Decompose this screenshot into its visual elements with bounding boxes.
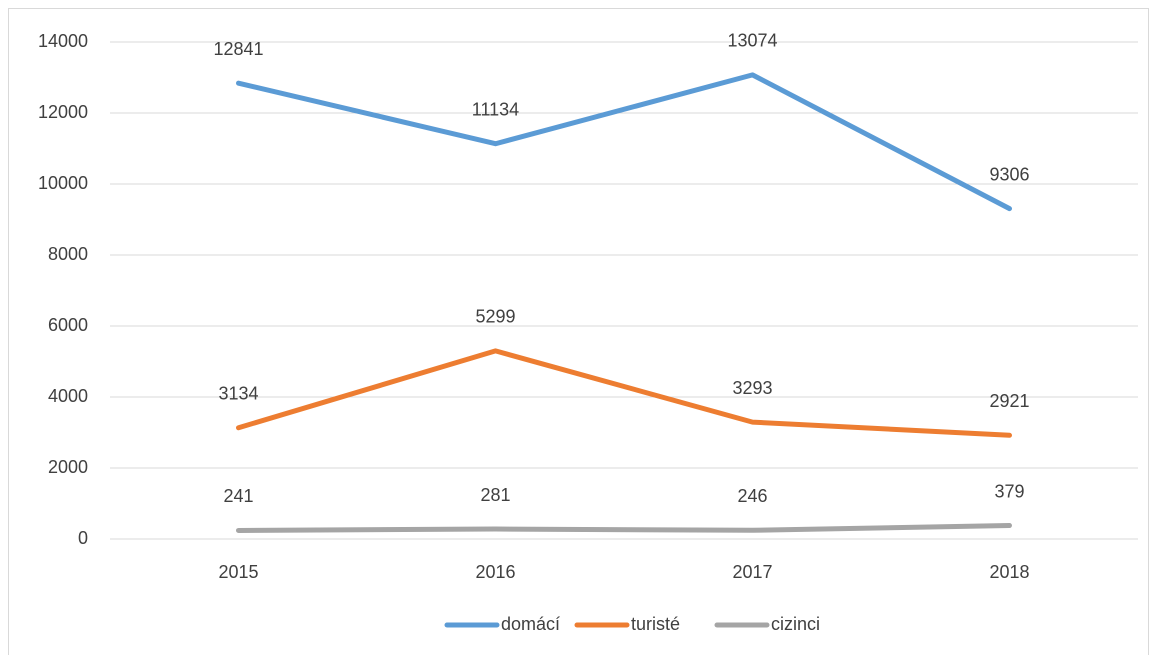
x-tick-label: 2016 xyxy=(475,562,515,582)
data-label: 13074 xyxy=(727,31,777,51)
x-tick-label: 2018 xyxy=(989,562,1029,582)
x-tick-label: 2015 xyxy=(218,562,258,582)
y-tick-label: 12000 xyxy=(38,102,88,122)
y-tick-label: 14000 xyxy=(38,31,88,51)
x-tick-label: 2017 xyxy=(732,562,772,582)
data-label: 12841 xyxy=(213,39,263,59)
data-label: 5299 xyxy=(475,307,515,327)
data-label: 2921 xyxy=(989,391,1029,411)
y-tick-label: 8000 xyxy=(48,244,88,264)
series-line xyxy=(236,72,1012,212)
data-label: 281 xyxy=(480,485,510,505)
legend-label: domácí xyxy=(501,614,560,634)
legend-label: cizinci xyxy=(771,614,820,634)
chart-border xyxy=(8,8,1149,655)
legend-label: turisté xyxy=(631,614,680,634)
data-label: 241 xyxy=(223,486,253,506)
y-tick-label: 10000 xyxy=(38,173,88,193)
data-label: 3293 xyxy=(732,378,772,398)
y-tick-label: 2000 xyxy=(48,457,88,477)
data-label: 9306 xyxy=(989,164,1029,184)
data-label: 3134 xyxy=(218,383,258,403)
y-tick-label: 4000 xyxy=(48,386,88,406)
data-label: 379 xyxy=(994,481,1024,501)
y-tick-label: 6000 xyxy=(48,315,88,335)
series-line xyxy=(236,523,1012,533)
series-line xyxy=(236,348,1012,438)
y-tick-label: 0 xyxy=(78,528,88,548)
data-label: 246 xyxy=(737,486,767,506)
data-label: 11134 xyxy=(472,99,519,119)
